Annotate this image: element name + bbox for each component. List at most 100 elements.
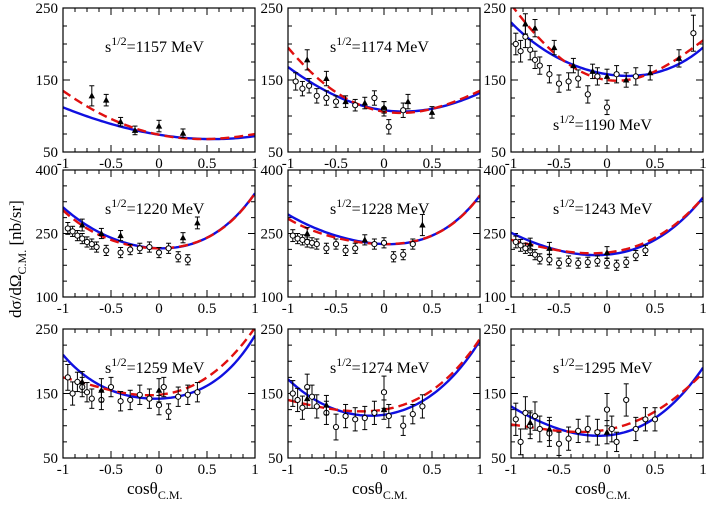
x-tick-label: -1 bbox=[282, 156, 295, 172]
panel-6: 100 250 400 -1 -0.5 0 0.5 1 s1/2=1243 MeV bbox=[484, 163, 707, 317]
y-tick-label: 250 bbox=[261, 322, 284, 338]
data-point-open bbox=[565, 435, 572, 442]
data-point-open bbox=[623, 396, 630, 404]
panel-1: 50 150 250 -1 -0.5 0 0.5 1 s1/2=1157 MeV bbox=[36, 1, 259, 172]
data-point-open bbox=[323, 245, 330, 252]
data-point-filled bbox=[79, 221, 86, 228]
data-point-open bbox=[632, 73, 639, 80]
x-tick-label: -1 bbox=[282, 301, 295, 317]
data-point-open bbox=[409, 240, 416, 248]
data-point-open bbox=[361, 414, 368, 422]
x-tick-label: 1 bbox=[251, 462, 259, 478]
data-point-filled bbox=[117, 118, 124, 125]
data-point-filled bbox=[546, 244, 553, 251]
data-point-open bbox=[342, 412, 349, 420]
x-tick-label: 1 bbox=[699, 301, 707, 317]
data-point-open bbox=[512, 40, 519, 48]
data-point-open bbox=[323, 94, 330, 102]
data-point-open bbox=[352, 102, 359, 109]
data-point-open bbox=[292, 78, 299, 85]
data-point-filled bbox=[155, 122, 163, 129]
data-point-filled bbox=[79, 378, 86, 385]
energy-label: s1/2=1243 MeV bbox=[553, 196, 653, 218]
model-curve-dashed bbox=[512, 8, 703, 82]
data-point-open bbox=[103, 247, 110, 254]
x-tick-label: 0.5 bbox=[198, 156, 217, 172]
data-point-open bbox=[160, 383, 167, 391]
data-point-filled bbox=[103, 96, 110, 103]
panel-4: 100 250 400 -1 -0.5 0 0.5 1 s1/2=1220 MeV bbox=[36, 163, 259, 317]
panel-frame bbox=[62, 328, 256, 459]
data-point-open bbox=[613, 262, 620, 269]
x-tick-label: 0.5 bbox=[646, 301, 665, 317]
x-tick-label: 0 bbox=[380, 301, 388, 317]
x-tick-label: 1 bbox=[251, 156, 259, 172]
data-point-open bbox=[127, 396, 134, 404]
x-tick-label: -0.5 bbox=[547, 301, 571, 317]
panel-frame bbox=[287, 328, 481, 459]
x-tick-label: -1 bbox=[57, 156, 70, 172]
panel-frame bbox=[287, 169, 481, 298]
x-tick-label: 0.5 bbox=[646, 462, 665, 478]
data-point-open bbox=[565, 257, 572, 265]
y-tick-label: 250 bbox=[484, 1, 507, 17]
data-point-open bbox=[555, 80, 563, 87]
panel-frame bbox=[510, 169, 704, 298]
data-point-filled bbox=[323, 401, 330, 408]
panel-7: 50 150 250 -1 -0.5 0 0.5 1 s1/2=1259 MeV bbox=[36, 322, 259, 478]
data-point-open bbox=[136, 391, 143, 398]
data-point-open bbox=[385, 412, 392, 420]
data-point-open bbox=[531, 56, 539, 63]
x-tick-label: 0.5 bbox=[423, 462, 442, 478]
x-tick-label: 1 bbox=[699, 462, 707, 478]
data-point-open bbox=[613, 438, 620, 445]
data-point-filled bbox=[361, 236, 368, 243]
data-point-open bbox=[127, 246, 134, 253]
model-curve-dashed bbox=[511, 372, 703, 434]
y-tick-label: 100 bbox=[36, 290, 59, 306]
energy-label: s1/2=1274 MeV bbox=[330, 355, 430, 377]
x-tick-label: -0.5 bbox=[99, 462, 123, 478]
data-point-filled bbox=[131, 126, 139, 133]
panel-frame bbox=[62, 7, 256, 153]
data-point-open bbox=[642, 247, 649, 254]
data-point-filled bbox=[428, 108, 436, 115]
data-point-open bbox=[88, 240, 95, 248]
data-point-open bbox=[64, 225, 71, 232]
data-point-open bbox=[584, 91, 591, 98]
data-point-open bbox=[531, 251, 539, 258]
data-point-open bbox=[308, 393, 316, 400]
data-point-open bbox=[527, 46, 534, 53]
x-tick-label: 0.5 bbox=[198, 301, 217, 317]
data-point-filled bbox=[304, 230, 311, 236]
data-point-open bbox=[522, 33, 529, 40]
data-point-open bbox=[546, 71, 553, 78]
y-tick-label: 50 bbox=[43, 451, 58, 467]
y-tick-label: 50 bbox=[491, 145, 506, 161]
data-point-open bbox=[117, 398, 124, 405]
x-tick-label: 0 bbox=[603, 301, 611, 317]
data-point-open bbox=[175, 393, 182, 400]
x-tick-label: 1 bbox=[251, 301, 259, 317]
data-point-filled bbox=[323, 75, 330, 82]
data-point-open bbox=[313, 403, 320, 410]
y-tick-label: 250 bbox=[261, 1, 284, 17]
data-point-open bbox=[69, 228, 76, 235]
data-point-open bbox=[352, 416, 359, 423]
x-tick-label: 0 bbox=[155, 156, 163, 172]
data-point-filled bbox=[404, 98, 412, 105]
data-point-open bbox=[74, 378, 81, 385]
energy-label: s1/2=1228 MeV bbox=[330, 196, 430, 218]
data-point-open bbox=[184, 391, 191, 398]
data-point-open bbox=[146, 395, 153, 402]
panel-5: 100 250 400 -1 -0.5 0 0.5 1 s1/2=1228 MeV bbox=[261, 163, 484, 317]
data-point-open bbox=[642, 416, 649, 423]
data-point-filled bbox=[304, 395, 311, 402]
energy-label: s1/2=1259 MeV bbox=[105, 355, 205, 377]
data-point-open bbox=[594, 429, 601, 436]
x-tick-label: 0.5 bbox=[646, 156, 665, 172]
model-curve-dashed bbox=[511, 196, 703, 255]
data-point-open bbox=[64, 374, 71, 381]
data-point-open bbox=[371, 240, 378, 248]
data-point-open bbox=[146, 243, 153, 251]
